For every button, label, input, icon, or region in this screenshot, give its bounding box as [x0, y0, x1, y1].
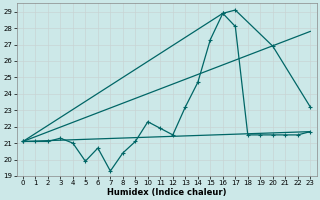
X-axis label: Humidex (Indice chaleur): Humidex (Indice chaleur): [107, 188, 226, 197]
